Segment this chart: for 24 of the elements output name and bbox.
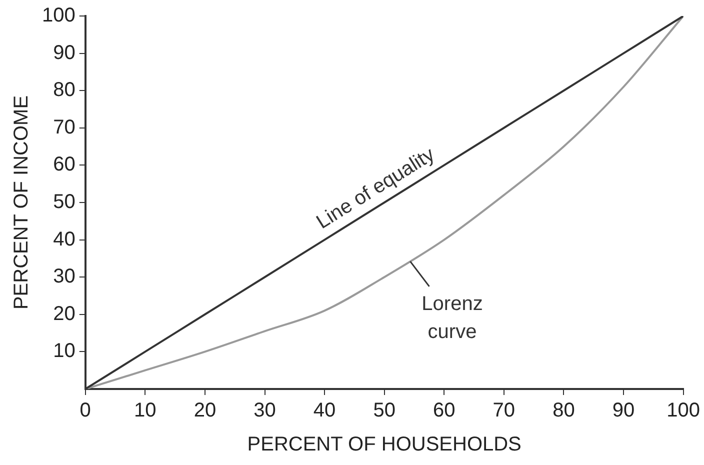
y-tick-label: 10: [53, 340, 76, 362]
x-tick-label: 10: [134, 400, 156, 422]
y-tick-label: 70: [53, 116, 76, 138]
x-axis-title: PERCENT OF HOUSEHOLDS: [247, 434, 522, 456]
y-tick-label: 40: [53, 228, 76, 250]
x-tick-label: 30: [254, 400, 276, 422]
x-tick-label: 50: [373, 400, 396, 422]
y-tick-label: 30: [53, 266, 76, 288]
y-tick-label: 20: [53, 302, 76, 325]
annotation: Lorenz curve: [422, 292, 483, 343]
x-tick-label: 70: [492, 400, 516, 422]
y-tick-label: 90: [53, 42, 76, 64]
x-tick-label: 0: [80, 400, 91, 422]
y-tick-label: 100: [42, 4, 76, 27]
x-tick-label: 100: [666, 400, 700, 422]
x-tick-label: 40: [313, 400, 336, 422]
y-tick-label: 60: [53, 154, 76, 176]
x-tick-label: 80: [552, 400, 575, 422]
x-tick-label: 60: [433, 400, 456, 422]
y-axis-title: PERCENT OF INCOME: [10, 95, 33, 310]
y-tick-label: 80: [53, 79, 76, 102]
y-tick-label: 50: [53, 191, 76, 214]
x-tick-label: 20: [194, 400, 216, 422]
x-tick-label: 90: [612, 400, 635, 422]
